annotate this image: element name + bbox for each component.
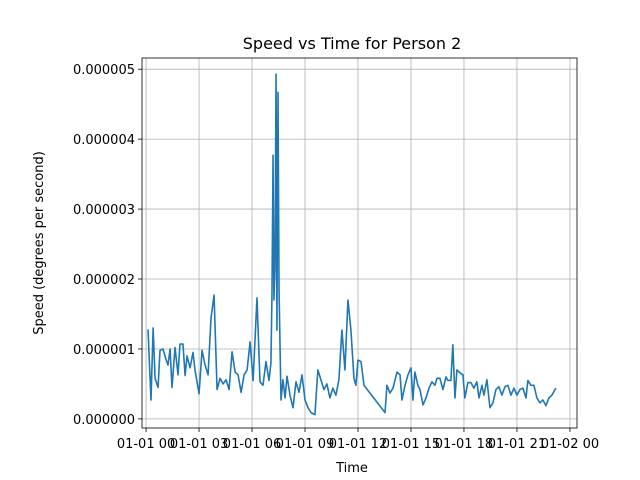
y-tick-label: 0.000003 (73, 203, 135, 218)
x-tick-label: 01-01 15 (382, 437, 440, 452)
y-tick-label: 0.000002 (73, 273, 135, 288)
x-tick-label: 01-01 18 (435, 437, 493, 452)
y-tick-label: 0.000000 (73, 413, 135, 428)
x-tick-label: 01-01 03 (170, 437, 228, 452)
x-tick-label: 01-02 00 (541, 437, 599, 452)
y-axis-label: Speed (degrees per second) (32, 151, 47, 335)
x-tick-label: 01-01 00 (117, 437, 175, 452)
x-tick-label: 01-01 21 (488, 437, 546, 452)
y-tick-label: 0.000005 (73, 63, 135, 78)
x-tick-label: 01-01 12 (329, 437, 387, 452)
data-line (147, 73, 557, 416)
y-tick-label: 0.000004 (73, 133, 135, 148)
x-tick-label: 01-01 09 (276, 437, 334, 452)
x-axis-label: Time (335, 461, 368, 476)
chart-title: Speed vs Time for Person 2 (243, 34, 462, 53)
x-tick-label: 01-01 06 (223, 437, 281, 452)
y-tick-label: 0.000001 (73, 343, 135, 358)
plot-frame (141, 57, 578, 429)
